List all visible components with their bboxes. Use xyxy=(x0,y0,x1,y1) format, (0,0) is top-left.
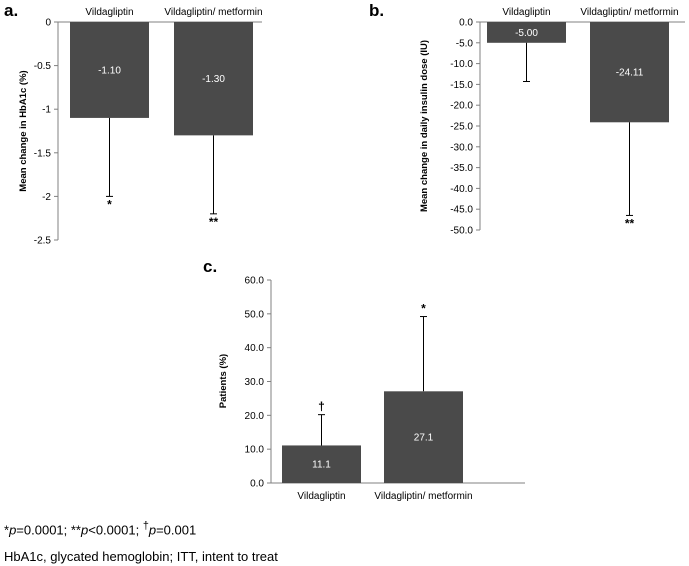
panel-b-y-tick-label: -45.0 xyxy=(450,205,473,216)
panel-c-y-tick-label: 40.0 xyxy=(245,343,265,354)
panel-c-y-axis-label: Patients (%) xyxy=(218,354,229,408)
panel-b-bar xyxy=(487,22,566,43)
panel-b-y-tick-label: -5.0 xyxy=(456,38,474,49)
panel-b-y-tick-label: -40.0 xyxy=(450,184,473,195)
panel-a-category-label: Vildagliptin/ metformin xyxy=(164,7,262,18)
panel-c-category-label: Vildagliptin/ metformin xyxy=(374,491,472,502)
panel-a-letter: a. xyxy=(4,1,18,20)
panel-c-y-tick-label: 0.0 xyxy=(250,479,264,490)
panel-c-letter: c. xyxy=(203,257,217,276)
panel-b-y-tick-label: 0.0 xyxy=(459,18,473,29)
panel-a-y-tick-label: 0 xyxy=(45,18,51,29)
panel-b-y-tick-label: -10.0 xyxy=(450,59,473,70)
panel-b-bar xyxy=(590,22,669,123)
sig2-p: p xyxy=(81,522,89,538)
panel-a-y-tick-label: -2.5 xyxy=(34,236,52,247)
sig3-mark: † xyxy=(142,520,149,532)
panel-a-y-axis-label: Mean change in HbA1c (%) xyxy=(18,70,29,191)
panel-b-bar-value-label: -24.11 xyxy=(616,68,644,79)
panel-c-bar xyxy=(282,445,361,483)
abbreviation-footnote: HbA1c, glycated hemoglobin; ITT, intent … xyxy=(4,549,278,564)
panel-b-category-label: Vildagliptin xyxy=(502,7,550,18)
panel-b-significance-marker: ** xyxy=(625,216,635,230)
panel-c-bar xyxy=(384,391,463,483)
panel-a-y-tick-label: -1 xyxy=(42,105,51,116)
panel-b-y-axis-label: Mean change in daily insulin dose (IU) xyxy=(419,40,430,212)
panel-b-y-tick-label: -20.0 xyxy=(450,101,473,112)
panel-a-bar-value-label: -1.30 xyxy=(202,74,225,85)
panel-c-significance-marker: * xyxy=(421,302,426,316)
panel-a-bar xyxy=(174,22,253,136)
panel-a-y-tick-label: -2 xyxy=(42,192,51,203)
panel-a-y-tick-label: -1.5 xyxy=(34,148,52,159)
panel-a-significance-marker: * xyxy=(107,197,112,211)
panel-b-y-tick-label: -35.0 xyxy=(450,163,473,174)
sig2-mark: ** xyxy=(70,522,81,538)
sig1-p: p xyxy=(9,522,17,538)
panel-a-bar xyxy=(70,22,149,118)
panel-c-y-tick-label: 60.0 xyxy=(245,276,265,287)
panel-a-bar-value-label: -1.10 xyxy=(98,65,121,76)
panel-c-y-tick-label: 10.0 xyxy=(245,445,265,456)
panel-b-category-label: Vildagliptin/ metformin xyxy=(580,7,678,18)
panel-c-y-tick-label: 20.0 xyxy=(245,411,265,422)
panel-a-category-label: Vildagliptin xyxy=(85,7,133,18)
sig1-mark: * xyxy=(4,522,10,538)
significance-footnote: *p=0.0001; **p<0.0001; †p=0.001 xyxy=(4,520,196,537)
panel-b-y-tick-label: -50.0 xyxy=(450,226,473,237)
panel-c-y-tick-label: 50.0 xyxy=(245,309,265,320)
panel-b-bar-value-label: -5.00 xyxy=(515,28,538,39)
panel-b-letter: b. xyxy=(369,1,384,20)
sig1-value: =0.0001; xyxy=(16,522,71,538)
panel-c-category-label: Vildagliptin xyxy=(297,491,345,502)
panel-a-significance-marker: ** xyxy=(209,215,219,229)
panel-c-bar-value-label: 27.1 xyxy=(414,433,434,444)
sig3-p: p xyxy=(148,522,157,538)
panel-b-y-tick-label: -15.0 xyxy=(450,80,473,91)
panel-c-significance-marker: † xyxy=(318,400,325,414)
panel-b-y-tick-label: -30.0 xyxy=(450,142,473,153)
panel-c-bar-value-label: 11.1 xyxy=(312,460,331,471)
panel-c-y-tick-label: 30.0 xyxy=(245,377,265,388)
chart-figure: a. 0 -0.5 -1 -1.5 -2 -2.5 Mean change in HbA1c … xyxy=(4,1,685,502)
sig2-value: <0.0001; xyxy=(88,522,143,538)
sig3-value: =0.001 xyxy=(156,522,197,538)
panel-b-y-tick-label: -25.0 xyxy=(450,122,473,133)
panel-a-y-tick-label: -0.5 xyxy=(34,61,52,72)
